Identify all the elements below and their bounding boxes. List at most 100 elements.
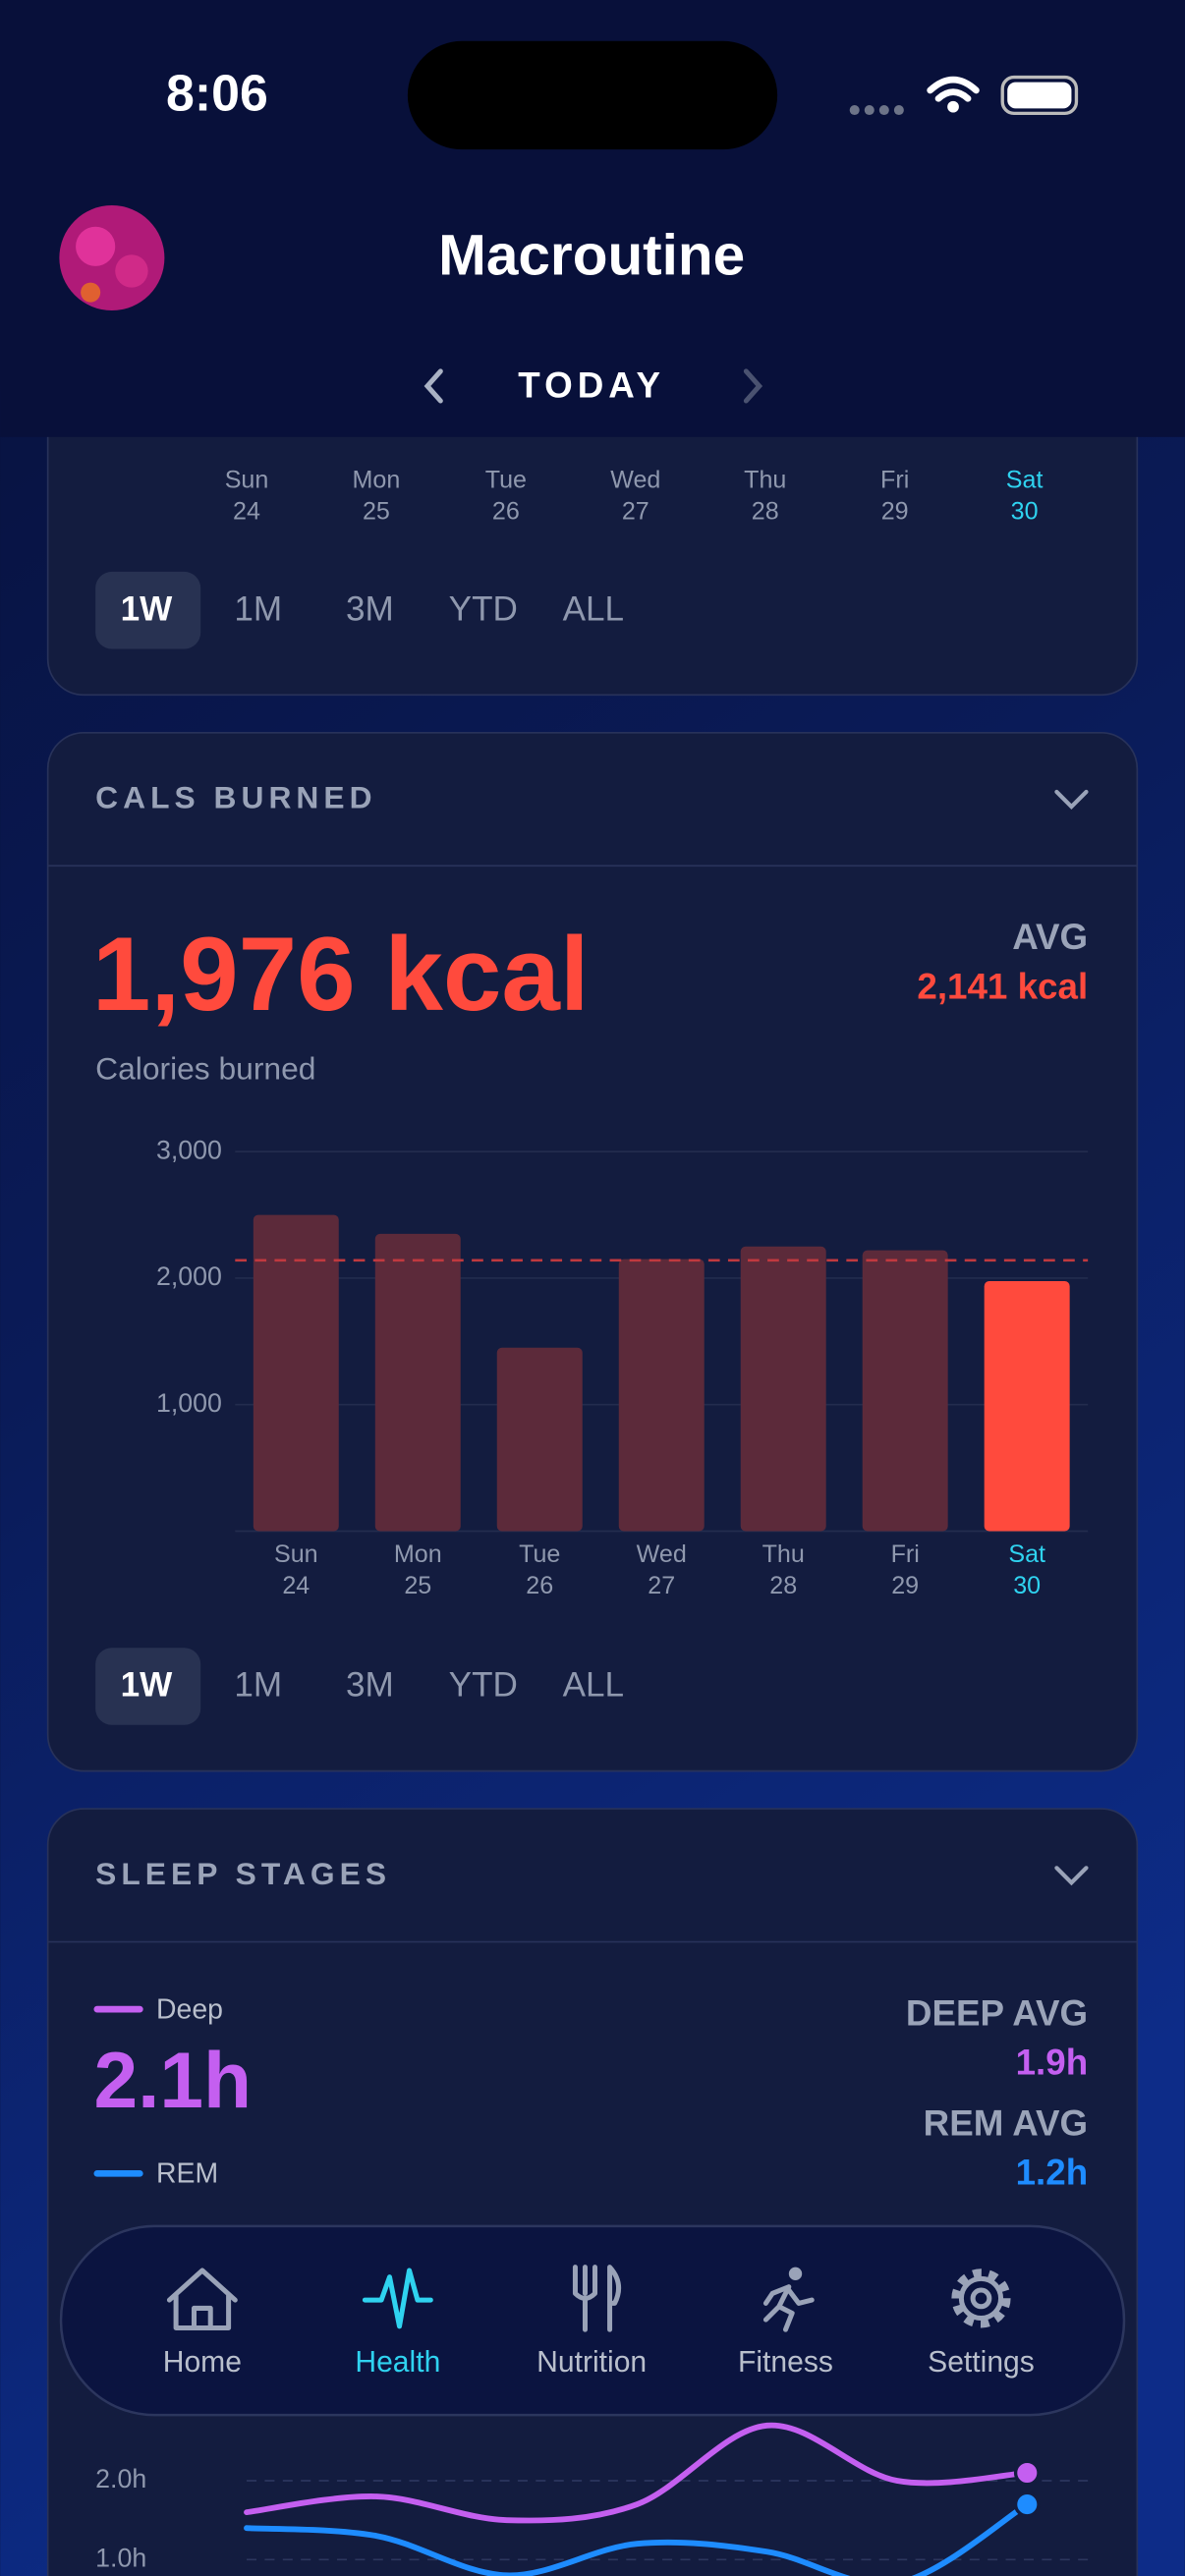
range-pill[interactable] (95, 571, 201, 649)
day-label[interactable]: Fri (880, 467, 909, 494)
avg-title: AVG (1012, 917, 1088, 957)
dynamic-island (407, 40, 778, 150)
range[interactable]: ALL (563, 589, 624, 628)
avg-title: DEEP AVG (906, 1993, 1088, 2034)
tab-bar (59, 2224, 1126, 2417)
bar[interactable] (496, 1347, 583, 1532)
deep-value: 2.1h (93, 2037, 252, 2125)
tab-label[interactable]: Health (355, 2346, 440, 2379)
range[interactable]: 1M (234, 1666, 282, 1705)
series-line (244, 2422, 1031, 2524)
collapse-icon[interactable] (1054, 1866, 1089, 1886)
tab-label[interactable]: Fitness (738, 2346, 833, 2379)
status-time: 8:06 (166, 64, 268, 121)
y-tick-label: 2,000 (156, 1261, 222, 1291)
tab-labels: Home Health Nutrition Fitness Settings (163, 2346, 1035, 2379)
avg-value: 1.9h (1016, 2043, 1089, 2083)
avatar-detail (76, 226, 116, 266)
legend-label: REM (156, 2157, 218, 2189)
x-tick-label: Sun (274, 1540, 318, 1568)
app-title: Macroutine (438, 224, 745, 288)
date-label[interactable]: 25 (363, 497, 390, 525)
x-tick-label: 24 (282, 1572, 310, 1599)
date-label[interactable]: 30 (1011, 497, 1039, 525)
date-label[interactable]: 27 (622, 497, 649, 525)
date-label[interactable]: 29 (881, 497, 909, 525)
range[interactable]: YTD (449, 1666, 518, 1705)
avg-value: 2,141 kcal (917, 966, 1088, 1006)
day-label[interactable]: Thu (744, 467, 786, 494)
home-icon[interactable] (166, 2268, 238, 2331)
range[interactable]: 3M (346, 1666, 394, 1705)
x-tick-label: 27 (648, 1572, 675, 1599)
x-tick-label: Wed (637, 1540, 687, 1568)
range[interactable]: 3M (346, 589, 394, 628)
range[interactable]: 1W (121, 589, 174, 628)
x-tick-label: 25 (404, 1572, 431, 1599)
y-tick-label: 2.0h (95, 2464, 146, 2493)
day-label[interactable]: Sun (225, 467, 269, 494)
bar[interactable] (253, 1214, 339, 1532)
fitness-icon[interactable] (762, 2267, 815, 2332)
x-tick-label: Mon (394, 1540, 442, 1568)
avatar-detail (115, 254, 148, 288)
settings-icon[interactable] (951, 2268, 1011, 2328)
avatar[interactable] (59, 205, 165, 311)
x-tick-label: Fri (891, 1540, 920, 1568)
status-icons (849, 75, 1079, 116)
card-title: CALS BURNED (95, 780, 376, 815)
x-tick-label: Sat (1008, 1540, 1045, 1568)
y-tick-label: 3,000 (156, 1135, 222, 1164)
sleep-card (46, 1808, 1139, 2576)
tab-label[interactable]: Nutrition (536, 2346, 647, 2379)
bar[interactable] (984, 1281, 1070, 1532)
sleep-chart: 1.0h 2.0h (95, 2422, 1089, 2576)
date-label[interactable]: 28 (752, 497, 779, 525)
x-tick-label: 29 (891, 1572, 919, 1599)
bar[interactable] (374, 1233, 461, 1532)
range[interactable]: YTD (449, 589, 518, 628)
day-label[interactable]: Wed (610, 467, 660, 494)
nutrition-icon[interactable] (572, 2265, 622, 2332)
end-point (1013, 2459, 1041, 2487)
avg-value: 1.2h (1016, 2153, 1089, 2193)
y-tick-label: 1.0h (95, 2543, 146, 2572)
series-line (244, 2501, 1031, 2576)
tab-label[interactable]: Home (163, 2346, 242, 2379)
avatar-detail (81, 282, 101, 303)
day-label[interactable]: Tue (485, 467, 527, 494)
collapse-icon[interactable] (1054, 789, 1089, 811)
bar[interactable] (862, 1250, 948, 1532)
x-tick-label: 26 (526, 1572, 553, 1599)
week-ranges: 1W 1M 3M YTD ALL (121, 589, 624, 628)
range[interactable]: 1M (234, 589, 282, 628)
cals-card (46, 731, 1139, 1772)
day-label[interactable]: Mon (353, 467, 401, 494)
calories-chart: 1,000 2,000 3,000 Sun 24 Mon 25 Tue 26 Wed 27 Thu 28… (156, 1135, 1089, 1599)
x-tick-label: Thu (762, 1540, 805, 1568)
prev-day[interactable] (423, 368, 443, 404)
end-point (1013, 2491, 1041, 2518)
bar[interactable] (740, 1246, 826, 1532)
week-labels: Sun 24 Mon 25 Tue 26 Wed 27 Thu 28 Fri 29 Sat 30 (225, 467, 1044, 526)
range[interactable]: 1W (121, 1666, 174, 1705)
headline-value: 1,976 kcal (92, 915, 590, 1033)
tab-label[interactable]: Settings (928, 2346, 1035, 2379)
caption: Calories burned (95, 1051, 315, 1087)
y-tick-label: 1,000 (156, 1388, 222, 1418)
x-tick-label: 28 (769, 1572, 797, 1599)
bar[interactable] (618, 1259, 705, 1532)
day-label[interactable]: Sat (1006, 467, 1044, 494)
range-pill[interactable] (95, 1648, 201, 1725)
health-icon[interactable] (362, 2268, 433, 2329)
x-tick-label: 30 (1013, 1572, 1041, 1599)
range[interactable]: ALL (563, 1666, 624, 1705)
date-label[interactable]: TODAY (518, 364, 665, 405)
date-label[interactable]: 24 (233, 497, 260, 525)
avg-title: REM AVG (924, 2103, 1089, 2144)
date-label[interactable]: 26 (492, 497, 520, 525)
card-title: SLEEP STAGES (95, 1856, 391, 1891)
cals-ranges: 1W 1M 3M YTD ALL (121, 1666, 624, 1705)
